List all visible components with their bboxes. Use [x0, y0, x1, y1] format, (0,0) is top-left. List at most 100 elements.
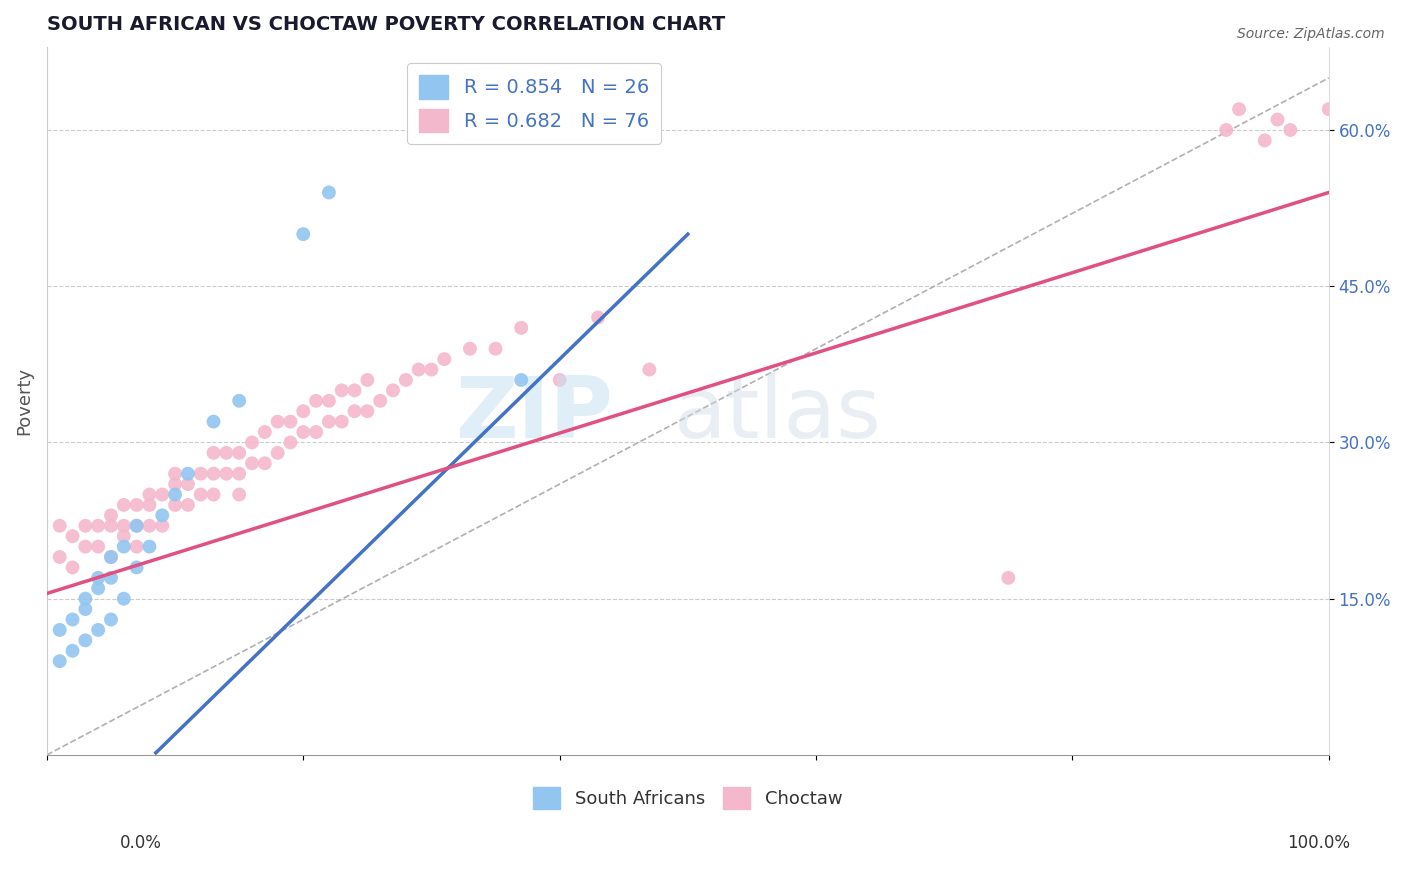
Point	[228, 467, 250, 481]
Point	[305, 393, 328, 408]
Legend: South Africans, Choctaw: South Africans, Choctaw	[526, 780, 849, 817]
Point	[165, 498, 187, 512]
Point	[112, 498, 135, 512]
Text: 0.0%: 0.0%	[120, 834, 162, 852]
Point	[75, 602, 97, 616]
Point	[87, 571, 110, 585]
Point	[48, 623, 70, 637]
Point	[266, 446, 288, 460]
Point	[433, 352, 456, 367]
Point	[138, 498, 160, 512]
Point	[343, 404, 366, 418]
Point	[150, 487, 173, 501]
Point	[638, 362, 661, 376]
Text: SOUTH AFRICAN VS CHOCTAW POVERTY CORRELATION CHART: SOUTH AFRICAN VS CHOCTAW POVERTY CORRELA…	[46, 15, 725, 34]
Point	[48, 518, 70, 533]
Point	[87, 540, 110, 554]
Point	[292, 425, 315, 439]
Point	[228, 446, 250, 460]
Point	[100, 549, 122, 564]
Point	[87, 623, 110, 637]
Text: ZIP: ZIP	[456, 374, 613, 457]
Point	[62, 613, 84, 627]
Point	[138, 518, 160, 533]
Point	[190, 487, 212, 501]
Point	[586, 310, 609, 325]
Point	[343, 384, 366, 398]
Point	[125, 518, 148, 533]
Point	[240, 435, 263, 450]
Point	[484, 342, 506, 356]
Point	[165, 467, 187, 481]
Y-axis label: Poverty: Poverty	[15, 367, 32, 434]
Point	[280, 415, 302, 429]
Point	[100, 549, 122, 564]
Point	[62, 529, 84, 543]
Text: 100.0%: 100.0%	[1286, 834, 1350, 852]
Point	[202, 467, 225, 481]
Point	[997, 571, 1019, 585]
Point	[87, 518, 110, 533]
Point	[138, 487, 160, 501]
Point	[75, 633, 97, 648]
Point	[510, 373, 533, 387]
Point	[125, 540, 148, 554]
Point	[356, 373, 378, 387]
Point	[1317, 102, 1340, 116]
Point	[177, 498, 200, 512]
Point	[356, 404, 378, 418]
Text: atlas: atlas	[673, 374, 882, 457]
Point	[228, 487, 250, 501]
Point	[112, 529, 135, 543]
Point	[62, 560, 84, 574]
Point	[382, 384, 405, 398]
Point	[75, 540, 97, 554]
Point	[228, 393, 250, 408]
Point	[253, 425, 276, 439]
Point	[100, 518, 122, 533]
Point	[318, 415, 340, 429]
Point	[266, 415, 288, 429]
Point	[318, 393, 340, 408]
Point	[408, 362, 430, 376]
Point	[75, 591, 97, 606]
Point	[368, 393, 391, 408]
Point	[548, 373, 571, 387]
Point	[100, 571, 122, 585]
Text: Source: ZipAtlas.com: Source: ZipAtlas.com	[1237, 27, 1385, 41]
Point	[125, 560, 148, 574]
Point	[100, 613, 122, 627]
Point	[292, 227, 315, 241]
Point	[87, 581, 110, 595]
Point	[112, 518, 135, 533]
Point	[1267, 112, 1289, 127]
Point	[112, 540, 135, 554]
Point	[1227, 102, 1250, 116]
Point	[62, 644, 84, 658]
Point	[177, 467, 200, 481]
Point	[305, 425, 328, 439]
Point	[215, 467, 238, 481]
Point	[240, 456, 263, 470]
Point	[150, 518, 173, 533]
Point	[48, 654, 70, 668]
Point	[150, 508, 173, 523]
Point	[202, 415, 225, 429]
Point	[1215, 123, 1237, 137]
Point	[165, 487, 187, 501]
Point	[1279, 123, 1302, 137]
Point	[202, 487, 225, 501]
Point	[177, 477, 200, 491]
Point	[330, 415, 353, 429]
Point	[458, 342, 481, 356]
Point	[48, 549, 70, 564]
Point	[138, 540, 160, 554]
Point	[165, 477, 187, 491]
Point	[280, 435, 302, 450]
Point	[112, 591, 135, 606]
Point	[202, 446, 225, 460]
Point	[215, 446, 238, 460]
Point	[125, 498, 148, 512]
Point	[395, 373, 418, 387]
Point	[100, 508, 122, 523]
